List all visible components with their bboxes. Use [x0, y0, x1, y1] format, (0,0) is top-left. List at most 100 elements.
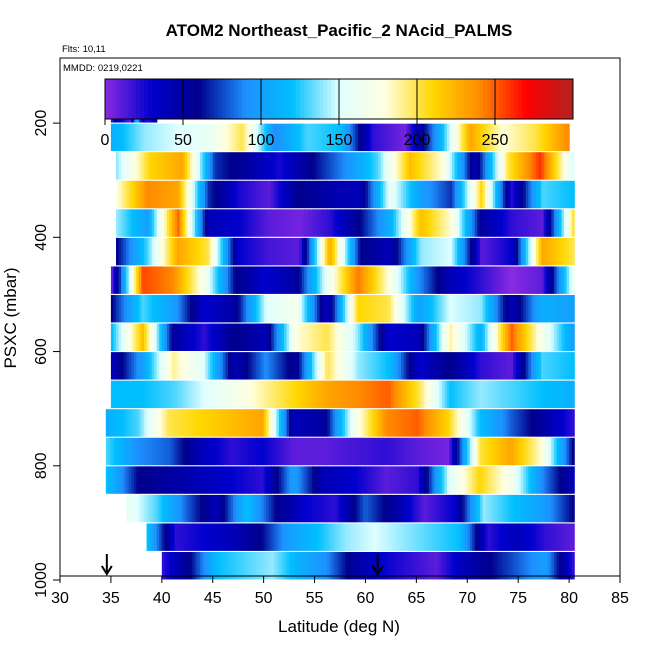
- heat-cell: [378, 237, 382, 266]
- heat-cell: [174, 209, 178, 237]
- heat-cell: [569, 295, 573, 323]
- heat-cell: [146, 237, 150, 266]
- heat-cell: [220, 466, 224, 494]
- heat-cell: [164, 295, 168, 323]
- heat-cell: [154, 494, 158, 523]
- heat-cell: [248, 237, 252, 266]
- colorbar-segment: [198, 79, 203, 119]
- heat-cell: [401, 152, 405, 180]
- heat-cell: [166, 209, 171, 237]
- heat-cell: [467, 266, 471, 294]
- heat-cell: [309, 209, 313, 237]
- heat-cell: [541, 380, 545, 409]
- heat-cell: [401, 409, 405, 437]
- heat-cell: [546, 409, 550, 437]
- heat-cell: [276, 466, 280, 494]
- heat-cell: [306, 494, 311, 523]
- heat-cell: [393, 180, 397, 209]
- heat-cell: [133, 352, 137, 380]
- heat-cell: [551, 523, 555, 551]
- heat-cell: [525, 352, 529, 380]
- heat-cell: [393, 552, 397, 580]
- heat-cell: [490, 266, 494, 294]
- dates-label: MMDD: 0219,0221: [63, 63, 143, 74]
- heat-cell: [324, 123, 328, 152]
- heat-cell: [149, 180, 153, 209]
- heat-cell: [518, 494, 522, 523]
- heat-cell: [345, 209, 349, 237]
- heat-cell: [459, 180, 463, 209]
- heat-cell: [436, 466, 440, 494]
- heat-cell: [329, 523, 333, 551]
- heat-cell: [383, 409, 387, 437]
- heat-cell: [281, 323, 285, 351]
- heat-cell: [281, 409, 285, 437]
- heat-cell: [220, 180, 224, 209]
- heat-cell: [256, 180, 260, 209]
- heat-cell: [121, 152, 125, 180]
- heat-cell: [123, 380, 127, 409]
- heat-cell: [189, 237, 193, 266]
- heat-cell: [551, 352, 555, 380]
- heat-cell: [500, 180, 504, 209]
- heat-cell: [352, 466, 356, 494]
- heat-cell: [113, 437, 117, 466]
- heat-cell: [383, 380, 387, 409]
- heat-cell: [347, 323, 351, 351]
- heat-cell: [276, 523, 280, 551]
- heat-cell: [342, 409, 346, 437]
- heat-cell: [144, 152, 148, 180]
- heat-cell: [322, 466, 326, 494]
- heat-cell: [304, 494, 308, 523]
- heat-cell: [268, 295, 272, 323]
- heat-cell: [156, 152, 160, 180]
- heat-cell: [360, 123, 364, 152]
- heat-cell: [551, 123, 555, 152]
- heat-cell: [309, 152, 313, 180]
- heat-cell: [276, 409, 280, 437]
- heat-cell: [523, 352, 527, 380]
- heat-cell: [497, 237, 501, 266]
- colorbar-segment: [144, 79, 149, 119]
- heat-cell: [492, 295, 496, 323]
- heat-cell: [301, 209, 305, 237]
- heat-cell: [520, 209, 524, 237]
- heat-cell: [245, 523, 249, 551]
- heat-cell: [184, 152, 188, 180]
- heat-cell: [436, 266, 440, 294]
- colorbar-segment: [151, 79, 157, 119]
- heat-cell: [373, 552, 377, 580]
- colorbar-segment: [526, 79, 531, 119]
- heat-cell: [396, 123, 400, 152]
- heat-cell: [497, 209, 501, 237]
- heat-cell: [446, 523, 451, 551]
- heat-cell: [159, 523, 163, 551]
- heat-cell: [324, 552, 328, 580]
- heat-cell: [240, 237, 244, 266]
- heat-cell: [406, 409, 410, 437]
- heat-cell: [189, 437, 193, 466]
- heat-cell: [121, 380, 125, 409]
- heat-cell: [337, 323, 341, 351]
- heat-cell: [289, 295, 293, 323]
- heat-cell: [345, 323, 349, 351]
- heat-cell: [360, 266, 364, 294]
- heat-cell: [230, 380, 234, 409]
- heat-cell: [230, 352, 234, 380]
- colorbar-segment: [557, 79, 562, 119]
- heat-cell: [396, 295, 400, 323]
- heat-cell: [184, 209, 188, 237]
- heat-cell: [296, 152, 300, 180]
- heat-cell: [449, 494, 453, 523]
- heat-cell: [230, 437, 234, 466]
- heat-cell: [370, 466, 374, 494]
- heat-cell: [149, 152, 153, 180]
- heat-cell: [431, 409, 435, 437]
- heat-cell: [220, 494, 224, 523]
- colorbar-segment: [483, 79, 488, 119]
- heat-cell: [261, 552, 265, 580]
- heat-cell: [121, 180, 125, 209]
- heat-cell: [365, 380, 369, 409]
- heat-cell: [210, 466, 214, 494]
- heat-cell: [212, 352, 216, 380]
